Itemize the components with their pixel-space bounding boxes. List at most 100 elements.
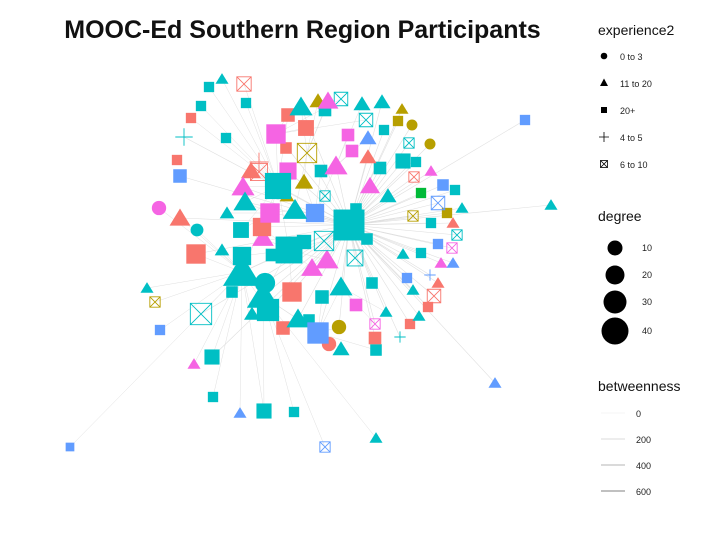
legend-size-key [605, 265, 625, 285]
network-node-square [256, 403, 272, 419]
network-node-square [298, 120, 314, 136]
network-node-square [276, 321, 290, 335]
network-node-square [449, 184, 461, 196]
network-node-triangle [395, 103, 409, 114]
network-node-square [370, 344, 382, 356]
network-edge [208, 86, 279, 187]
network-node-square [395, 153, 411, 169]
network-node-square [368, 331, 382, 345]
network-node-triangle [406, 284, 420, 295]
network-node-boxx [358, 112, 374, 128]
legend-size-key [607, 240, 623, 256]
network-node-square [441, 207, 453, 219]
network-node-square [281, 108, 295, 122]
network-node-boxx [313, 230, 335, 252]
network-node-plus [249, 152, 269, 172]
network-edge [158, 207, 243, 273]
network-node-square [266, 124, 286, 144]
network-node-triangle [282, 198, 308, 219]
network-node-boxx [426, 288, 442, 304]
network-node-boxx [149, 296, 161, 308]
network-edge [348, 224, 411, 325]
edges-layer [69, 78, 552, 448]
network-edge [275, 119, 367, 135]
legend-shape-label: 11 to 20 [620, 79, 652, 89]
network-node-square [432, 238, 444, 250]
network-edge [211, 224, 350, 358]
network-node-triangle [214, 243, 230, 256]
network-edge [239, 271, 243, 414]
network-edge [317, 224, 350, 334]
network-node-square [207, 391, 219, 403]
network-edge [262, 295, 326, 448]
network-node-square [307, 322, 329, 344]
network-node-square [415, 187, 427, 199]
network-node-square [260, 203, 280, 223]
legend-circle-key [600, 52, 608, 60]
legend-shape-label: 20+ [620, 106, 636, 116]
network-node-triangle [244, 306, 260, 320]
network-node-boxx [319, 441, 331, 453]
legend-size: degree 10 20 30 40 [598, 208, 652, 345]
legend-width: betweenness 0 200 400 600 [598, 378, 681, 497]
network-node-triangle [359, 149, 377, 164]
network-node-triangle [373, 94, 391, 109]
network-node-triangle [169, 208, 191, 226]
network-node-triangle [222, 254, 262, 286]
network-node-triangle [246, 281, 280, 308]
network-node-square [280, 142, 292, 154]
network-node-circle [331, 319, 347, 335]
network-node-triangle [289, 96, 313, 116]
network-node-plus [175, 128, 193, 146]
network-node-triangle [446, 257, 460, 268]
legend-boxx-key [600, 160, 608, 168]
legend-shape-label: 6 to 10 [620, 160, 648, 170]
network-node-triangle [446, 217, 460, 228]
network-node-triangle [332, 341, 350, 356]
network-edge [190, 117, 279, 187]
network-node-triangle [215, 73, 229, 84]
network-node-boxx [451, 229, 463, 241]
network-node-triangle [324, 155, 348, 175]
network-node-triangle [286, 308, 310, 328]
network-node-square [349, 298, 363, 312]
network-node-triangle [379, 306, 393, 317]
legend-shape: experience2 0 to 3 11 to 20 20+ 4 to 5 6… [598, 22, 675, 170]
network-edge [211, 271, 243, 358]
network-node-circle [151, 200, 167, 216]
network-node-triangle [233, 407, 247, 418]
network-node-triangle [329, 276, 353, 296]
network-edge [348, 119, 526, 226]
network-node-square [264, 172, 292, 200]
network-node-square [333, 209, 365, 241]
legend-width-key [601, 490, 625, 492]
legend-shape-title: experience2 [598, 22, 675, 38]
legend-width-label: 600 [636, 487, 652, 497]
network-node-square [361, 233, 373, 245]
network-node-square [265, 248, 279, 262]
legend-size-label: 30 [642, 297, 653, 307]
network-node-triangle [240, 161, 262, 179]
network-node-square [288, 406, 300, 418]
network-node-square [154, 324, 166, 336]
network-node-triangle [301, 258, 323, 276]
network-node-square [282, 282, 302, 302]
network-node-triangle [315, 249, 339, 269]
network-node-triangle [455, 202, 469, 213]
network-node-square [341, 128, 355, 142]
network-node-square [373, 161, 387, 175]
network-node-triangle [369, 432, 383, 443]
network-node-circle [190, 223, 204, 237]
network-node-boxx [319, 190, 331, 202]
network-edge [179, 217, 243, 273]
network-node-square [366, 277, 378, 289]
network-node-triangle [140, 282, 154, 293]
network-node-square [305, 203, 325, 223]
network-node-square [226, 286, 238, 298]
network-node-triangle [252, 228, 274, 246]
network-node-square [437, 179, 449, 191]
legend-triangle-key [600, 78, 608, 86]
network-node-boxx [430, 195, 446, 211]
legend-size-key [601, 317, 629, 345]
network-edge [262, 295, 377, 439]
